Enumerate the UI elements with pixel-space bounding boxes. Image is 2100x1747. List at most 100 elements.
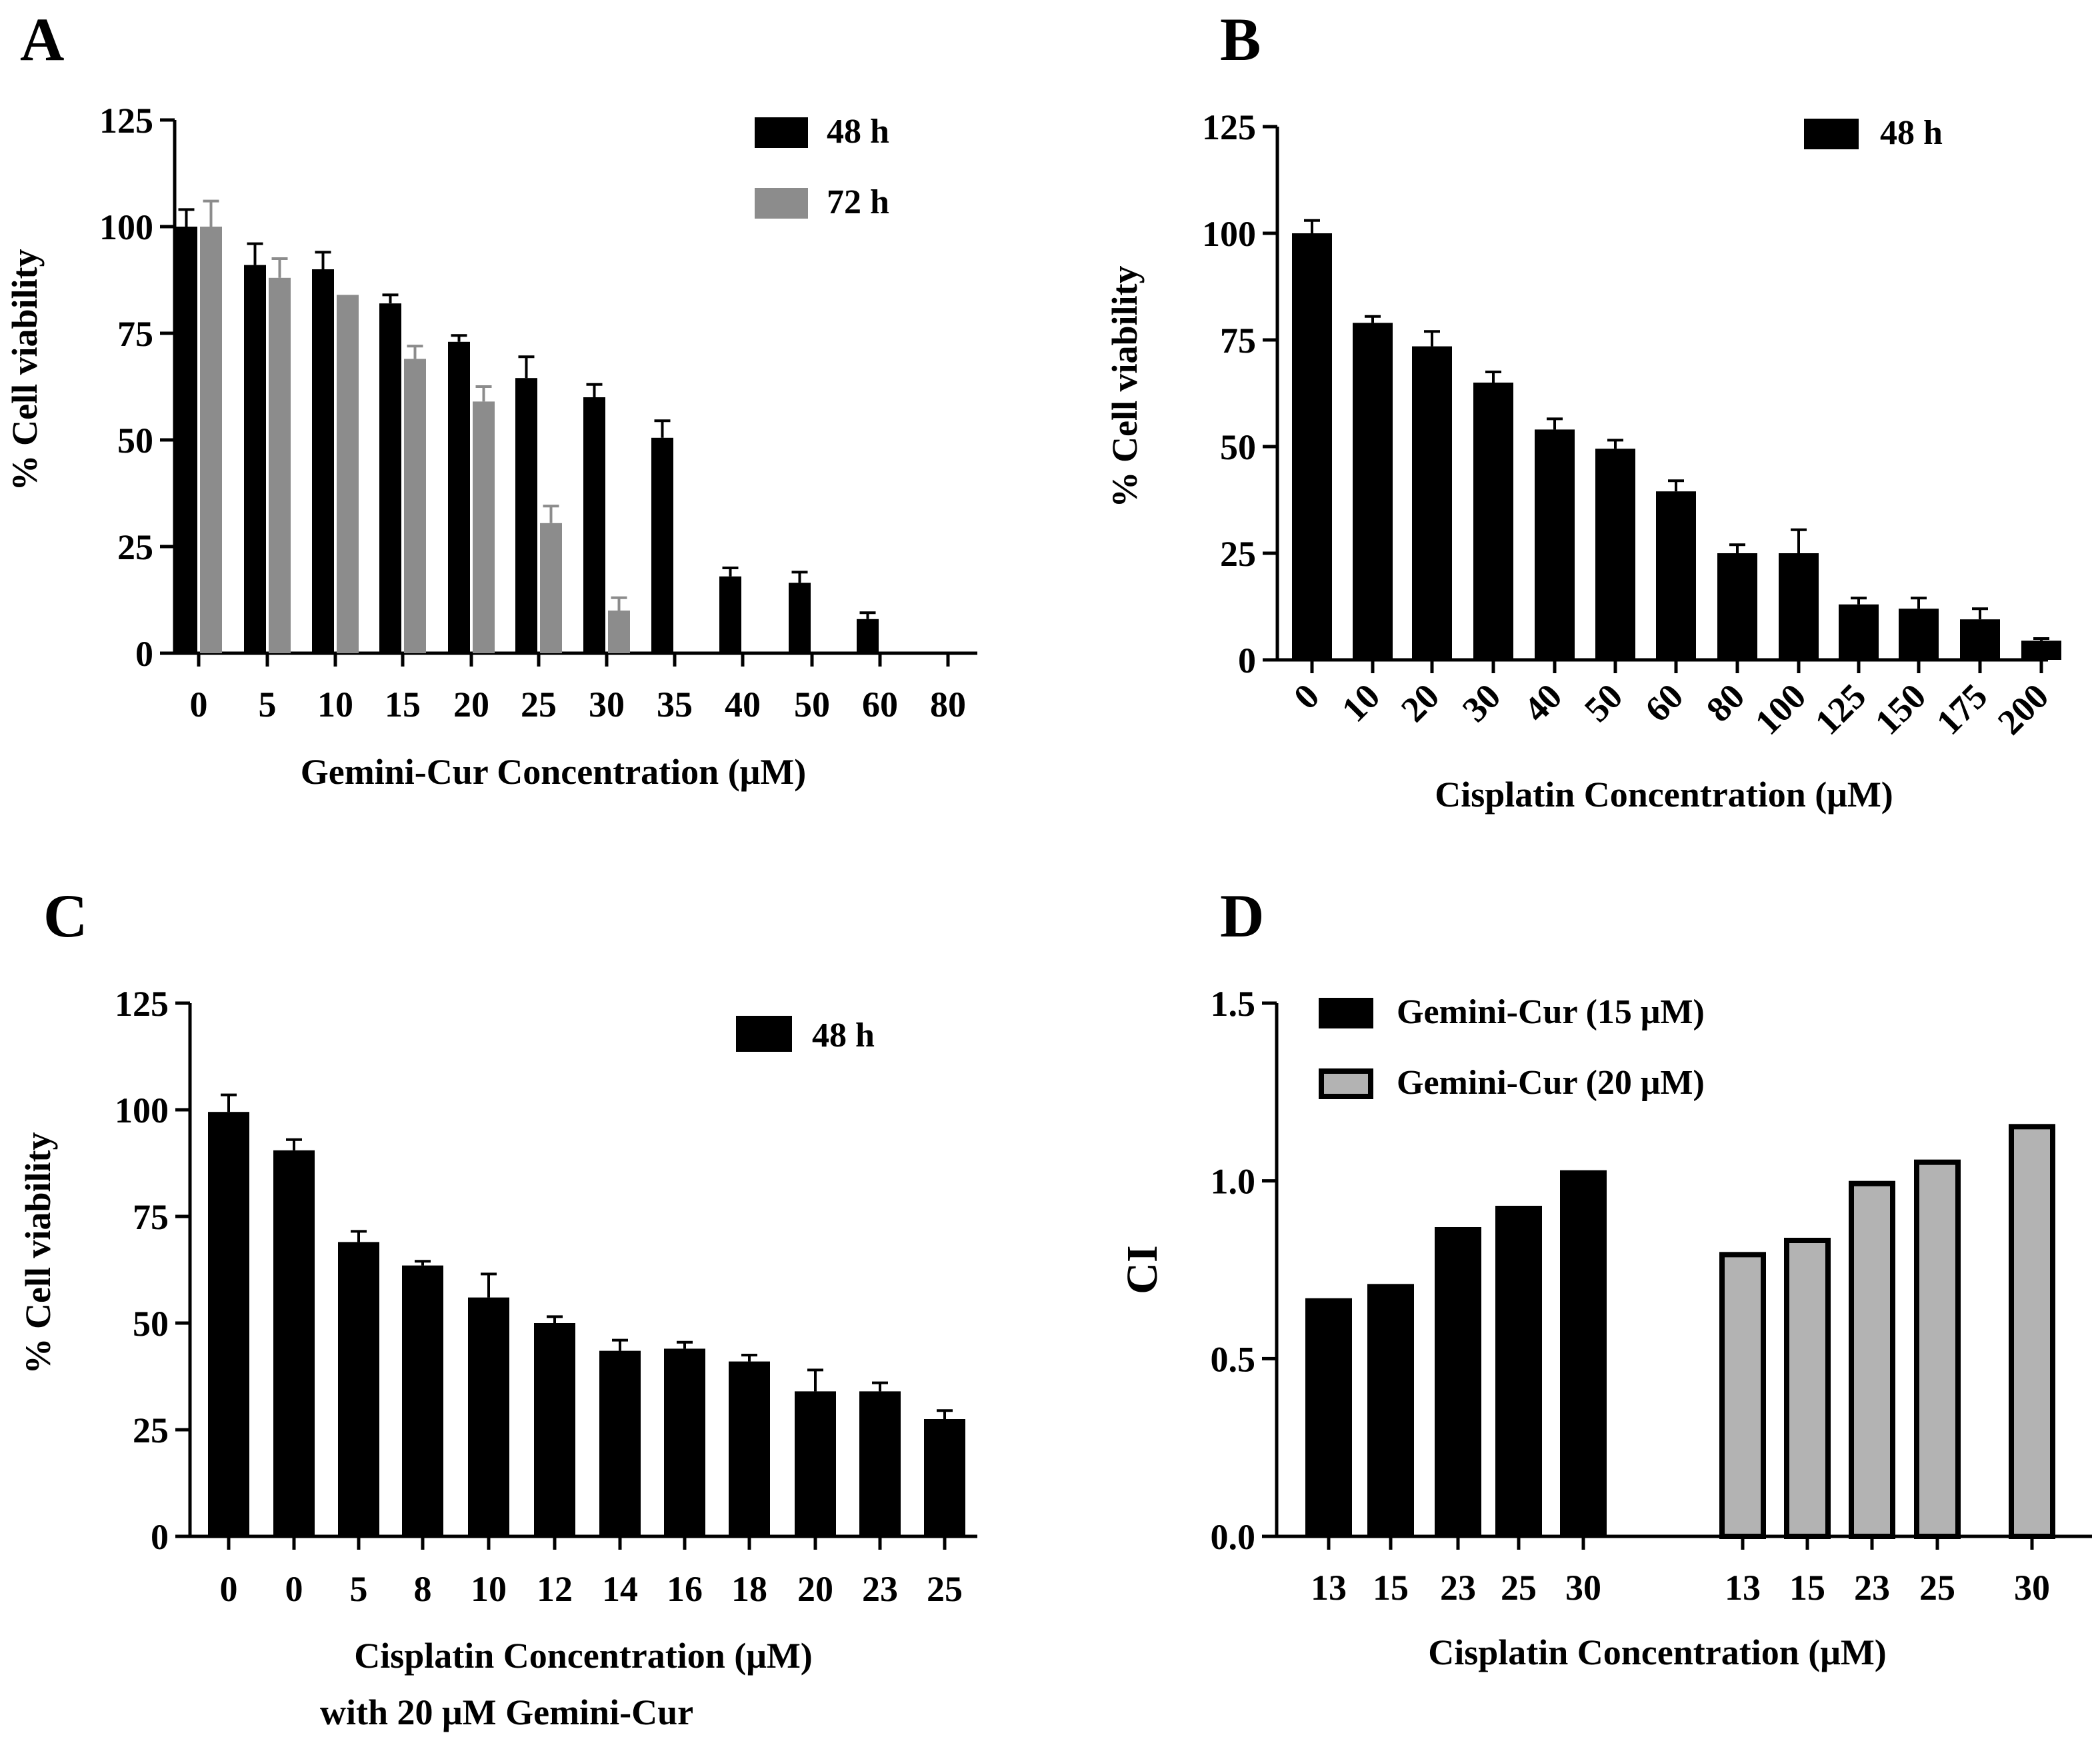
x-tick-label: 40 bbox=[725, 685, 761, 725]
y-tick-label: 50 bbox=[133, 1304, 169, 1344]
y-axis-label: % Cell viability bbox=[1105, 266, 1145, 508]
legend-swatch bbox=[736, 1016, 792, 1052]
x-axis-label: Cisplatin Concentration (μM) bbox=[1428, 1632, 1887, 1672]
bar bbox=[1784, 1238, 1831, 1539]
bar bbox=[1435, 1227, 1481, 1536]
x-tick-label: 10 bbox=[471, 1569, 507, 1609]
bar bbox=[473, 401, 495, 653]
legend-swatch bbox=[1319, 998, 1373, 1028]
x-axis-label-line2: with 20 μM Gemini-Cur bbox=[320, 1692, 693, 1732]
bar bbox=[448, 341, 470, 653]
x-tick-label: 14 bbox=[602, 1569, 638, 1609]
x-tick-label: 15 bbox=[1789, 1568, 1825, 1608]
y-tick-label: 1.5 bbox=[1211, 984, 1256, 1024]
x-tick-label: 60 bbox=[862, 685, 898, 725]
bar bbox=[924, 1419, 965, 1536]
x-axis-label: Gemini-Cur Concentration (μM) bbox=[301, 752, 807, 792]
bar bbox=[789, 583, 811, 653]
bar bbox=[534, 1323, 575, 1536]
x-tick-label: 15 bbox=[385, 685, 421, 725]
bar bbox=[719, 576, 741, 653]
x-tick-label: 125 bbox=[1807, 676, 1874, 743]
y-tick-label: 75 bbox=[1220, 321, 1256, 361]
x-tick-label: 80 bbox=[1699, 676, 1753, 730]
bar bbox=[1960, 619, 2000, 660]
x-tick-label: 30 bbox=[1455, 676, 1509, 730]
bar bbox=[273, 1150, 315, 1536]
y-tick-label: 125 bbox=[1202, 107, 1256, 147]
x-tick-label: 60 bbox=[1637, 676, 1691, 730]
y-tick-label: 0.0 bbox=[1211, 1517, 1256, 1557]
bar bbox=[1717, 553, 1757, 660]
bar bbox=[1495, 1206, 1542, 1536]
x-tick-label: 20 bbox=[453, 685, 489, 725]
bar bbox=[608, 611, 630, 653]
x-tick-label: 0 bbox=[1286, 676, 1327, 717]
x-tick-label: 30 bbox=[1565, 1568, 1601, 1608]
x-tick-label: 0 bbox=[220, 1569, 238, 1609]
y-tick-label: 100 bbox=[115, 1090, 169, 1130]
panel-letter: A bbox=[20, 5, 64, 73]
x-tick-label: 5 bbox=[259, 685, 277, 725]
y-tick-label: 0.5 bbox=[1211, 1339, 1256, 1379]
x-tick-label: 8 bbox=[414, 1569, 432, 1609]
x-tick-label: 5 bbox=[350, 1569, 368, 1609]
x-tick-label: 35 bbox=[657, 685, 693, 725]
bar bbox=[379, 303, 401, 653]
chart-panel-c: C 25 50 75 100 125 0 0 0 5 8 10 12 14 16 18 20 23 25 48 h Ci… bbox=[18, 882, 977, 1732]
bar bbox=[1367, 1284, 1414, 1536]
y-tick-label: 50 bbox=[117, 421, 153, 461]
bar bbox=[269, 277, 291, 653]
bar bbox=[338, 1242, 379, 1536]
bar bbox=[859, 1391, 901, 1536]
bar bbox=[1595, 449, 1635, 660]
bar bbox=[1560, 1170, 1607, 1536]
bar bbox=[2009, 1124, 2055, 1540]
x-tick-label: 150 bbox=[1867, 676, 1934, 743]
x-tick-label: 200 bbox=[1990, 676, 2057, 743]
x-tick-label: 25 bbox=[927, 1569, 963, 1609]
bar bbox=[1535, 429, 1575, 660]
legend-label: 72 h bbox=[827, 183, 889, 221]
bar bbox=[1305, 1298, 1352, 1536]
bar bbox=[312, 269, 334, 653]
x-tick-label: 23 bbox=[1854, 1568, 1890, 1608]
x-tick-label: 50 bbox=[1577, 676, 1631, 730]
y-tick-label: 100 bbox=[99, 207, 153, 247]
chart-panel-a: A 0 25 50 75 100 125 0 5 10 15 20 25 30 35 40 50 60 80 48 h… bbox=[5, 5, 977, 792]
bar bbox=[1412, 346, 1452, 660]
x-axis-label: Cisplatin Concentration (μM) bbox=[1435, 775, 1893, 815]
bar bbox=[1353, 323, 1393, 660]
legend-label: 48 h bbox=[827, 113, 889, 151]
legend-swatch bbox=[755, 117, 808, 148]
panel-letter: D bbox=[1220, 882, 1264, 950]
bar bbox=[1656, 491, 1696, 660]
bar bbox=[795, 1391, 836, 1536]
x-tick-label: 30 bbox=[2014, 1568, 2050, 1608]
x-tick-label: 10 bbox=[317, 685, 353, 725]
x-tick-label: 18 bbox=[731, 1569, 767, 1609]
bar bbox=[540, 523, 562, 653]
x-tick-label: 20 bbox=[797, 1569, 833, 1609]
legend-label: 48 h bbox=[812, 1016, 875, 1054]
bar bbox=[1292, 233, 1332, 660]
legend-swatch bbox=[755, 188, 808, 219]
legend-label: Gemini-Cur (20 μM) bbox=[1397, 1064, 1705, 1102]
bar bbox=[664, 1348, 705, 1536]
x-tick-label: 0 bbox=[285, 1569, 303, 1609]
x-tick-label: 25 bbox=[1919, 1568, 1955, 1608]
bar bbox=[729, 1361, 770, 1536]
x-tick-label: 80 bbox=[930, 685, 966, 725]
x-tick-label: 20 bbox=[1393, 676, 1447, 730]
y-tick-label: 0 bbox=[151, 1517, 169, 1557]
legend-swatch bbox=[1804, 119, 1859, 149]
bar bbox=[1849, 1180, 1895, 1539]
x-tick-label: 50 bbox=[794, 685, 830, 725]
bar bbox=[200, 227, 222, 653]
chart-panel-d: D 0.0 0.5 1.0 1.5 13 15 23 25 30 13 15 23 25 30 Gemini-… bbox=[1118, 882, 2092, 1672]
bar bbox=[1914, 1159, 1961, 1539]
y-tick-label: 0 bbox=[135, 634, 153, 674]
x-tick-label: 175 bbox=[1929, 676, 1995, 743]
